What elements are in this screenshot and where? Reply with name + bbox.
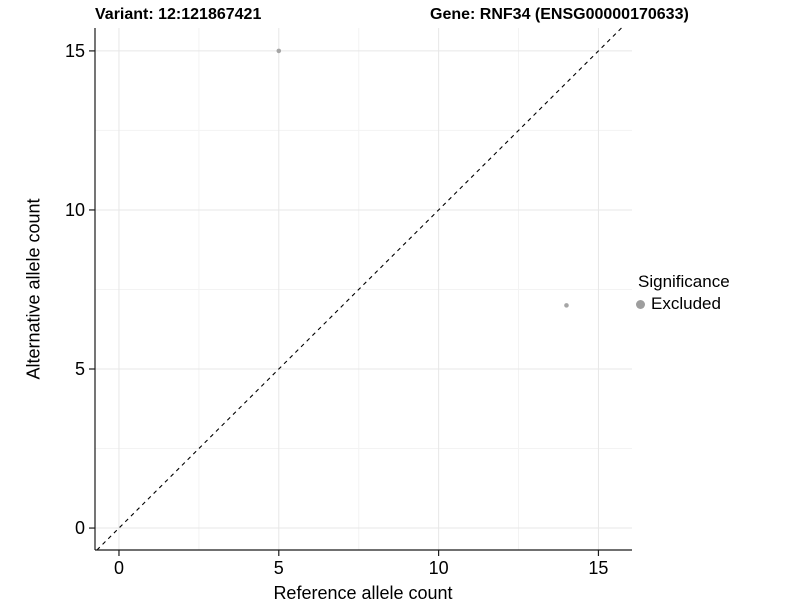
x-tick-label: 5 [274,558,284,578]
x-tick-label: 10 [429,558,449,578]
y-tick-label: 0 [75,518,85,538]
data-point [276,48,282,54]
x-tick-label: 0 [114,558,124,578]
y-tick-label: 10 [65,200,85,220]
y-tick-label: 15 [65,41,85,61]
identity-line [96,27,622,551]
plot-title-variant: Variant: 12:121867421 [95,6,262,23]
y-axis-title: Alternative allele count [23,198,44,380]
legend-item-label: Excluded [651,294,721,313]
y-tick-label: 5 [75,359,85,379]
legend-title: Significance [638,272,730,291]
data-point [564,303,569,308]
x-tick-label: 15 [588,558,608,578]
legend-key-dot [636,299,645,309]
plot-title-gene: Gene: RNF34 (ENSG00000170633) [430,6,689,23]
x-axis-title: Reference allele count [273,583,453,600]
legend: Significance Excluded [636,272,730,314]
legend-item-excluded: Excluded [636,294,730,314]
